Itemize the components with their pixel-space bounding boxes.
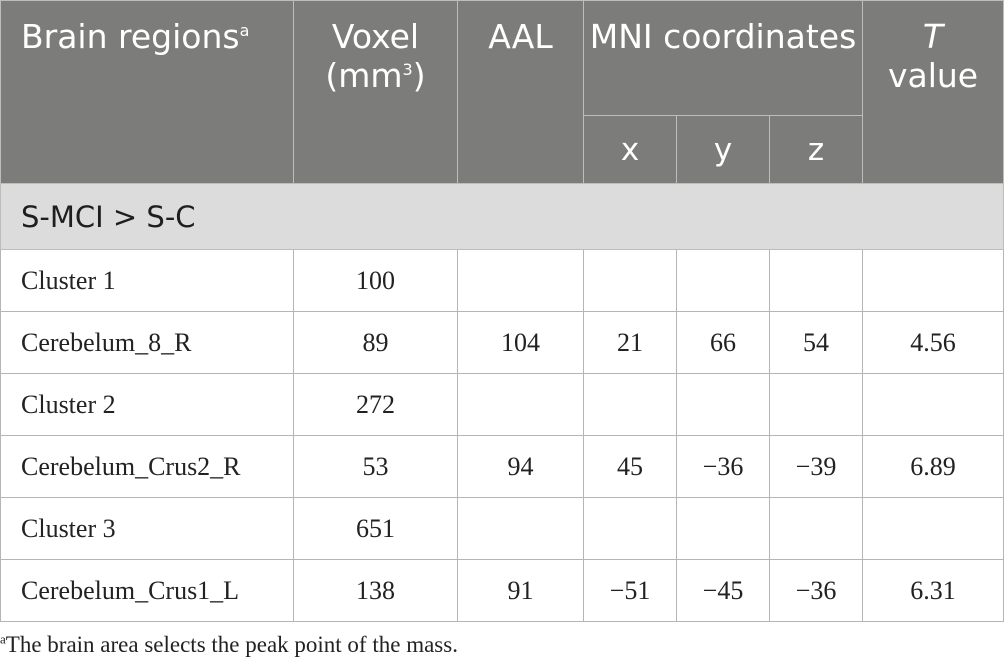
header-aal: AAL — [457, 0, 584, 184]
z-cell — [768, 249, 864, 312]
voxel-cell: 53 — [293, 435, 458, 498]
table-row: Cluster 2 272 — [0, 373, 1004, 436]
section-label: S-MCI > S-C — [0, 183, 1004, 250]
aal-cell — [457, 373, 584, 436]
aal-cell: 94 — [457, 435, 584, 498]
table-row: Cerebelum_Crus1_L 138 91 −51 −45 −36 6.3… — [0, 559, 1004, 622]
table-row: Cerebelum_8_R 89 104 21 66 54 4.56 — [0, 311, 1004, 374]
header-mni-coordinates: MNI coordinates — [582, 0, 864, 116]
aal-cell: 104 — [457, 311, 584, 374]
aal-cell — [457, 249, 584, 312]
z-cell: 54 — [768, 311, 864, 374]
footnote-marker: a — [0, 631, 6, 647]
region-cell: Cerebelum_Crus1_L — [0, 559, 294, 622]
y-cell — [676, 497, 770, 560]
aal-cell — [457, 497, 584, 560]
t-value-cell — [862, 497, 1004, 560]
header-voxel: Voxel (mm3) — [293, 0, 458, 184]
brain-regions-table: Brain regionsa Voxel (mm3) AAL MNI coordi… — [0, 0, 1004, 622]
t-value-cell — [862, 373, 1004, 436]
x-cell: −51 — [583, 559, 677, 622]
z-cell — [768, 373, 864, 436]
x-cell: 45 — [583, 435, 677, 498]
table-footnote: aThe brain area selects the peak point o… — [0, 632, 458, 658]
x-cell — [583, 373, 677, 436]
t-value-cell: 6.31 — [862, 559, 1004, 622]
table-row: Cluster 3 651 — [0, 497, 1004, 560]
x-cell — [583, 249, 677, 312]
table-row: Cluster 1 100 — [0, 249, 1004, 312]
footnote-text: The brain area selects the peak point of… — [5, 632, 458, 657]
y-cell — [676, 373, 770, 436]
region-cell: Cluster 3 — [0, 497, 294, 560]
header-y: y — [676, 115, 770, 184]
region-cell: Cerebelum_Crus2_R — [0, 435, 294, 498]
voxel-cell: 651 — [293, 497, 458, 560]
region-cell: Cluster 1 — [0, 249, 294, 312]
t-value-cell — [862, 249, 1004, 312]
y-cell: −36 — [676, 435, 770, 498]
z-cell: −39 — [768, 435, 864, 498]
aal-cell: 91 — [457, 559, 584, 622]
region-cell: Cluster 2 — [0, 373, 294, 436]
y-cell — [676, 249, 770, 312]
x-cell — [583, 497, 677, 560]
header-z: z — [768, 115, 864, 184]
t-value-cell: 6.89 — [862, 435, 1004, 498]
voxel-cell: 100 — [293, 249, 458, 312]
x-cell: 21 — [583, 311, 677, 374]
voxel-cell: 89 — [293, 311, 458, 374]
voxel-cell: 138 — [293, 559, 458, 622]
voxel-cell: 272 — [293, 373, 458, 436]
header-x: x — [583, 115, 677, 184]
y-cell: 66 — [676, 311, 770, 374]
z-cell: −36 — [768, 559, 864, 622]
z-cell — [768, 497, 864, 560]
region-cell: Cerebelum_8_R — [0, 311, 294, 374]
header-brain-regions: Brain regionsa — [0, 0, 294, 184]
t-value-cell: 4.56 — [862, 311, 1004, 374]
table-row: Cerebelum_Crus2_R 53 94 45 −36 −39 6.89 — [0, 435, 1004, 498]
y-cell: −45 — [676, 559, 770, 622]
